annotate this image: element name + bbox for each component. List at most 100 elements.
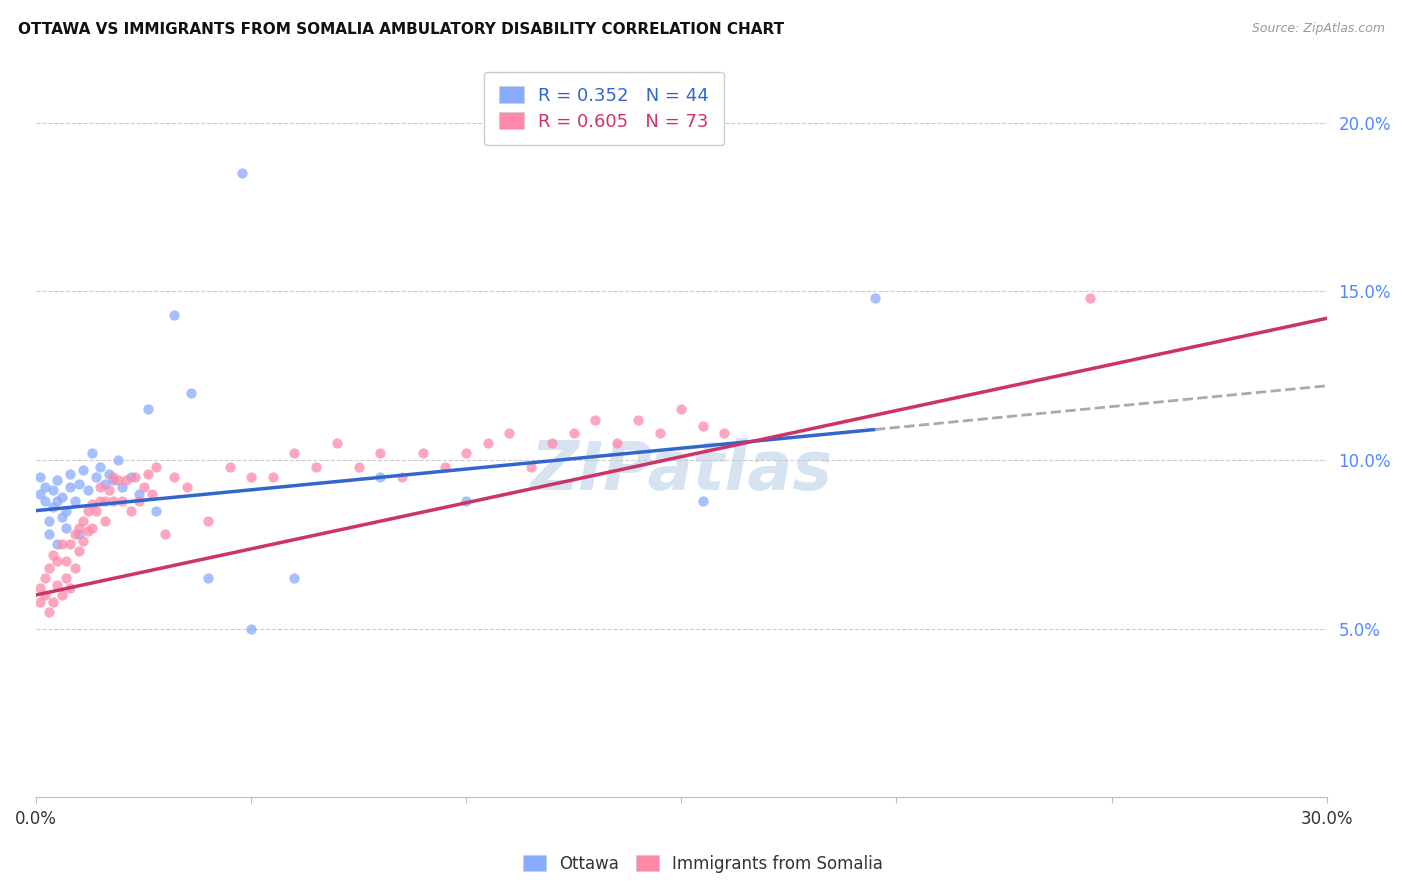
Point <box>80 497 103 511</box>
Point <box>42 595 65 609</box>
Point <box>456 493 478 508</box>
Point <box>562 425 585 440</box>
Point <box>128 493 150 508</box>
Point <box>103 493 125 508</box>
Point <box>55 554 77 568</box>
Point <box>72 534 94 549</box>
Point <box>34 588 56 602</box>
Point <box>46 473 69 487</box>
Point <box>38 527 60 541</box>
Point <box>59 581 82 595</box>
Point <box>111 493 134 508</box>
Point <box>67 544 90 558</box>
Point <box>136 467 159 481</box>
Point <box>38 561 60 575</box>
Point <box>120 470 142 484</box>
Point <box>124 470 146 484</box>
Point <box>55 520 77 534</box>
Point <box>89 480 111 494</box>
Point <box>671 402 693 417</box>
Point <box>141 487 163 501</box>
Point <box>368 470 391 484</box>
Point <box>368 446 391 460</box>
Point <box>162 308 184 322</box>
Point <box>197 571 219 585</box>
Point <box>42 483 65 498</box>
Point <box>98 467 121 481</box>
Point <box>304 459 326 474</box>
Point <box>103 470 125 484</box>
Point <box>55 571 77 585</box>
Point <box>76 483 98 498</box>
Point <box>176 480 198 494</box>
Point <box>218 459 240 474</box>
Point <box>103 473 125 487</box>
Point <box>59 480 82 494</box>
Point <box>1078 291 1101 305</box>
Point <box>541 436 564 450</box>
Point <box>648 425 671 440</box>
Point <box>63 561 86 575</box>
Point <box>692 419 714 434</box>
Point <box>128 487 150 501</box>
Point <box>231 166 253 180</box>
Point <box>76 503 98 517</box>
Point <box>498 425 520 440</box>
Point <box>42 500 65 515</box>
Point <box>107 453 129 467</box>
Point <box>115 473 138 487</box>
Point <box>145 459 167 474</box>
Point <box>84 470 107 484</box>
Point <box>89 459 111 474</box>
Point <box>713 425 735 440</box>
Point <box>692 493 714 508</box>
Point <box>67 527 90 541</box>
Point <box>30 470 52 484</box>
Point <box>46 578 69 592</box>
Point <box>583 412 606 426</box>
Point <box>606 436 628 450</box>
Point <box>111 480 134 494</box>
Point <box>46 554 69 568</box>
Point <box>391 470 413 484</box>
Legend: R = 0.352   N = 44, R = 0.605   N = 73: R = 0.352 N = 44, R = 0.605 N = 73 <box>484 71 724 145</box>
Point <box>162 470 184 484</box>
Point <box>120 503 142 517</box>
Point <box>519 459 541 474</box>
Point <box>262 470 284 484</box>
Point <box>94 476 117 491</box>
Point <box>94 493 117 508</box>
Point <box>51 588 73 602</box>
Text: OTTAWA VS IMMIGRANTS FROM SOMALIA AMBULATORY DISABILITY CORRELATION CHART: OTTAWA VS IMMIGRANTS FROM SOMALIA AMBULA… <box>18 22 785 37</box>
Point <box>51 510 73 524</box>
Point <box>67 476 90 491</box>
Point <box>72 463 94 477</box>
Point <box>34 571 56 585</box>
Point <box>132 480 155 494</box>
Point <box>84 503 107 517</box>
Point <box>38 605 60 619</box>
Point <box>89 493 111 508</box>
Point <box>30 595 52 609</box>
Point <box>347 459 370 474</box>
Point <box>46 493 69 508</box>
Point <box>55 503 77 517</box>
Point <box>863 291 886 305</box>
Point <box>98 483 121 498</box>
Point <box>180 385 202 400</box>
Point <box>46 537 69 551</box>
Point <box>283 446 305 460</box>
Text: Source: ZipAtlas.com: Source: ZipAtlas.com <box>1251 22 1385 36</box>
Point <box>51 537 73 551</box>
Point <box>412 446 434 460</box>
Point <box>326 436 349 450</box>
Point <box>477 436 499 450</box>
Point <box>30 487 52 501</box>
Point <box>136 402 159 417</box>
Point <box>59 467 82 481</box>
Point <box>76 524 98 538</box>
Point <box>59 537 82 551</box>
Point <box>107 473 129 487</box>
Point <box>72 514 94 528</box>
Point <box>34 480 56 494</box>
